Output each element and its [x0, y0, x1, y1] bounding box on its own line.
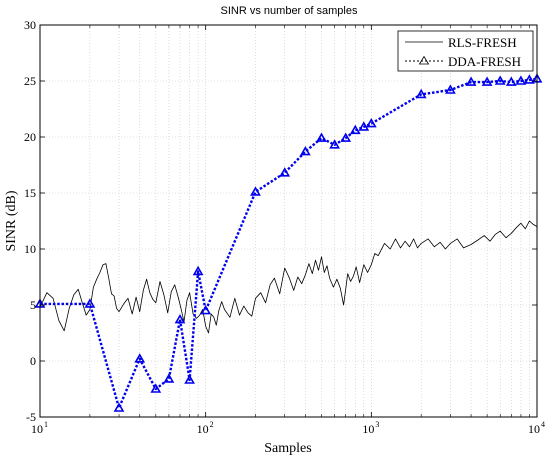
dda-fresh-marker — [184, 374, 195, 384]
dda-fresh-marker — [150, 383, 162, 393]
rls-fresh-line — [39, 220, 538, 334]
dda-fresh-marker — [329, 139, 340, 149]
legend: RLS-FRESH DDA-FRESH — [397, 30, 534, 72]
tick-marks — [39, 24, 538, 418]
x-tick-label: 10 — [528, 422, 540, 436]
x-tick-label: 10 — [31, 422, 43, 436]
y-tick-label: 25 — [24, 74, 36, 88]
dda-fresh-marker — [494, 75, 506, 85]
series-layer — [34, 73, 543, 412]
x-tick-label: 10 — [362, 422, 374, 436]
y-tick-label: -5 — [26, 410, 36, 424]
dda-fresh-line — [40, 77, 538, 410]
grid — [40, 25, 537, 417]
y-tick-label: 0 — [30, 354, 36, 368]
y-tick-label: 30 — [24, 18, 36, 32]
x-axis-label: Samples — [264, 441, 311, 456]
dda-fresh-marker — [134, 353, 146, 363]
dda-fresh-marker — [163, 373, 175, 383]
x-tick-exponent: 4 — [541, 420, 545, 429]
dda-fresh-marker — [250, 186, 261, 196]
dda-fresh-marker — [200, 304, 212, 315]
dda-fresh-marker — [316, 132, 327, 142]
dda-fresh-marker — [505, 76, 517, 86]
x-tick-label: 10 — [197, 422, 209, 436]
dda-fresh-marker — [279, 167, 291, 177]
dda-fresh-marker — [465, 76, 477, 86]
plot-frame — [39, 24, 538, 418]
dda-fresh-marker — [113, 402, 125, 412]
y-tick-label: 20 — [24, 130, 36, 144]
dda-fresh-marker — [84, 298, 96, 308]
legend-label-dda: DDA-FRESH — [448, 54, 521, 69]
dda-fresh-marker — [415, 88, 427, 99]
dda-fresh-marker — [481, 76, 493, 86]
dda-fresh-marker — [340, 132, 352, 142]
dda-fresh-marker — [300, 145, 311, 156]
dda-fresh-marker — [365, 117, 377, 128]
dda-fresh-marker — [515, 75, 527, 85]
dda-fresh-marker — [524, 74, 535, 84]
chart-title: SINR vs number of samples — [221, 5, 358, 17]
dda-fresh-marker — [349, 124, 361, 135]
dda-fresh-marker — [174, 313, 186, 324]
y-tick-label: 5 — [30, 298, 36, 312]
y-tick-label: 15 — [24, 186, 36, 200]
dda-fresh-marker — [445, 84, 456, 94]
x-tick-exponent: 3 — [375, 420, 379, 429]
legend-label-rls: RLS-FRESH — [448, 35, 517, 50]
dda-fresh-marker — [358, 121, 370, 131]
dda-fresh-marker — [192, 265, 204, 276]
y-tick-label: 10 — [24, 242, 36, 256]
legend-triangle-marker — [418, 55, 430, 65]
y-axis-label: SINR (dB) — [4, 190, 19, 251]
x-tick-exponent: 2 — [210, 420, 214, 429]
x-tick-exponent: 1 — [44, 420, 48, 429]
